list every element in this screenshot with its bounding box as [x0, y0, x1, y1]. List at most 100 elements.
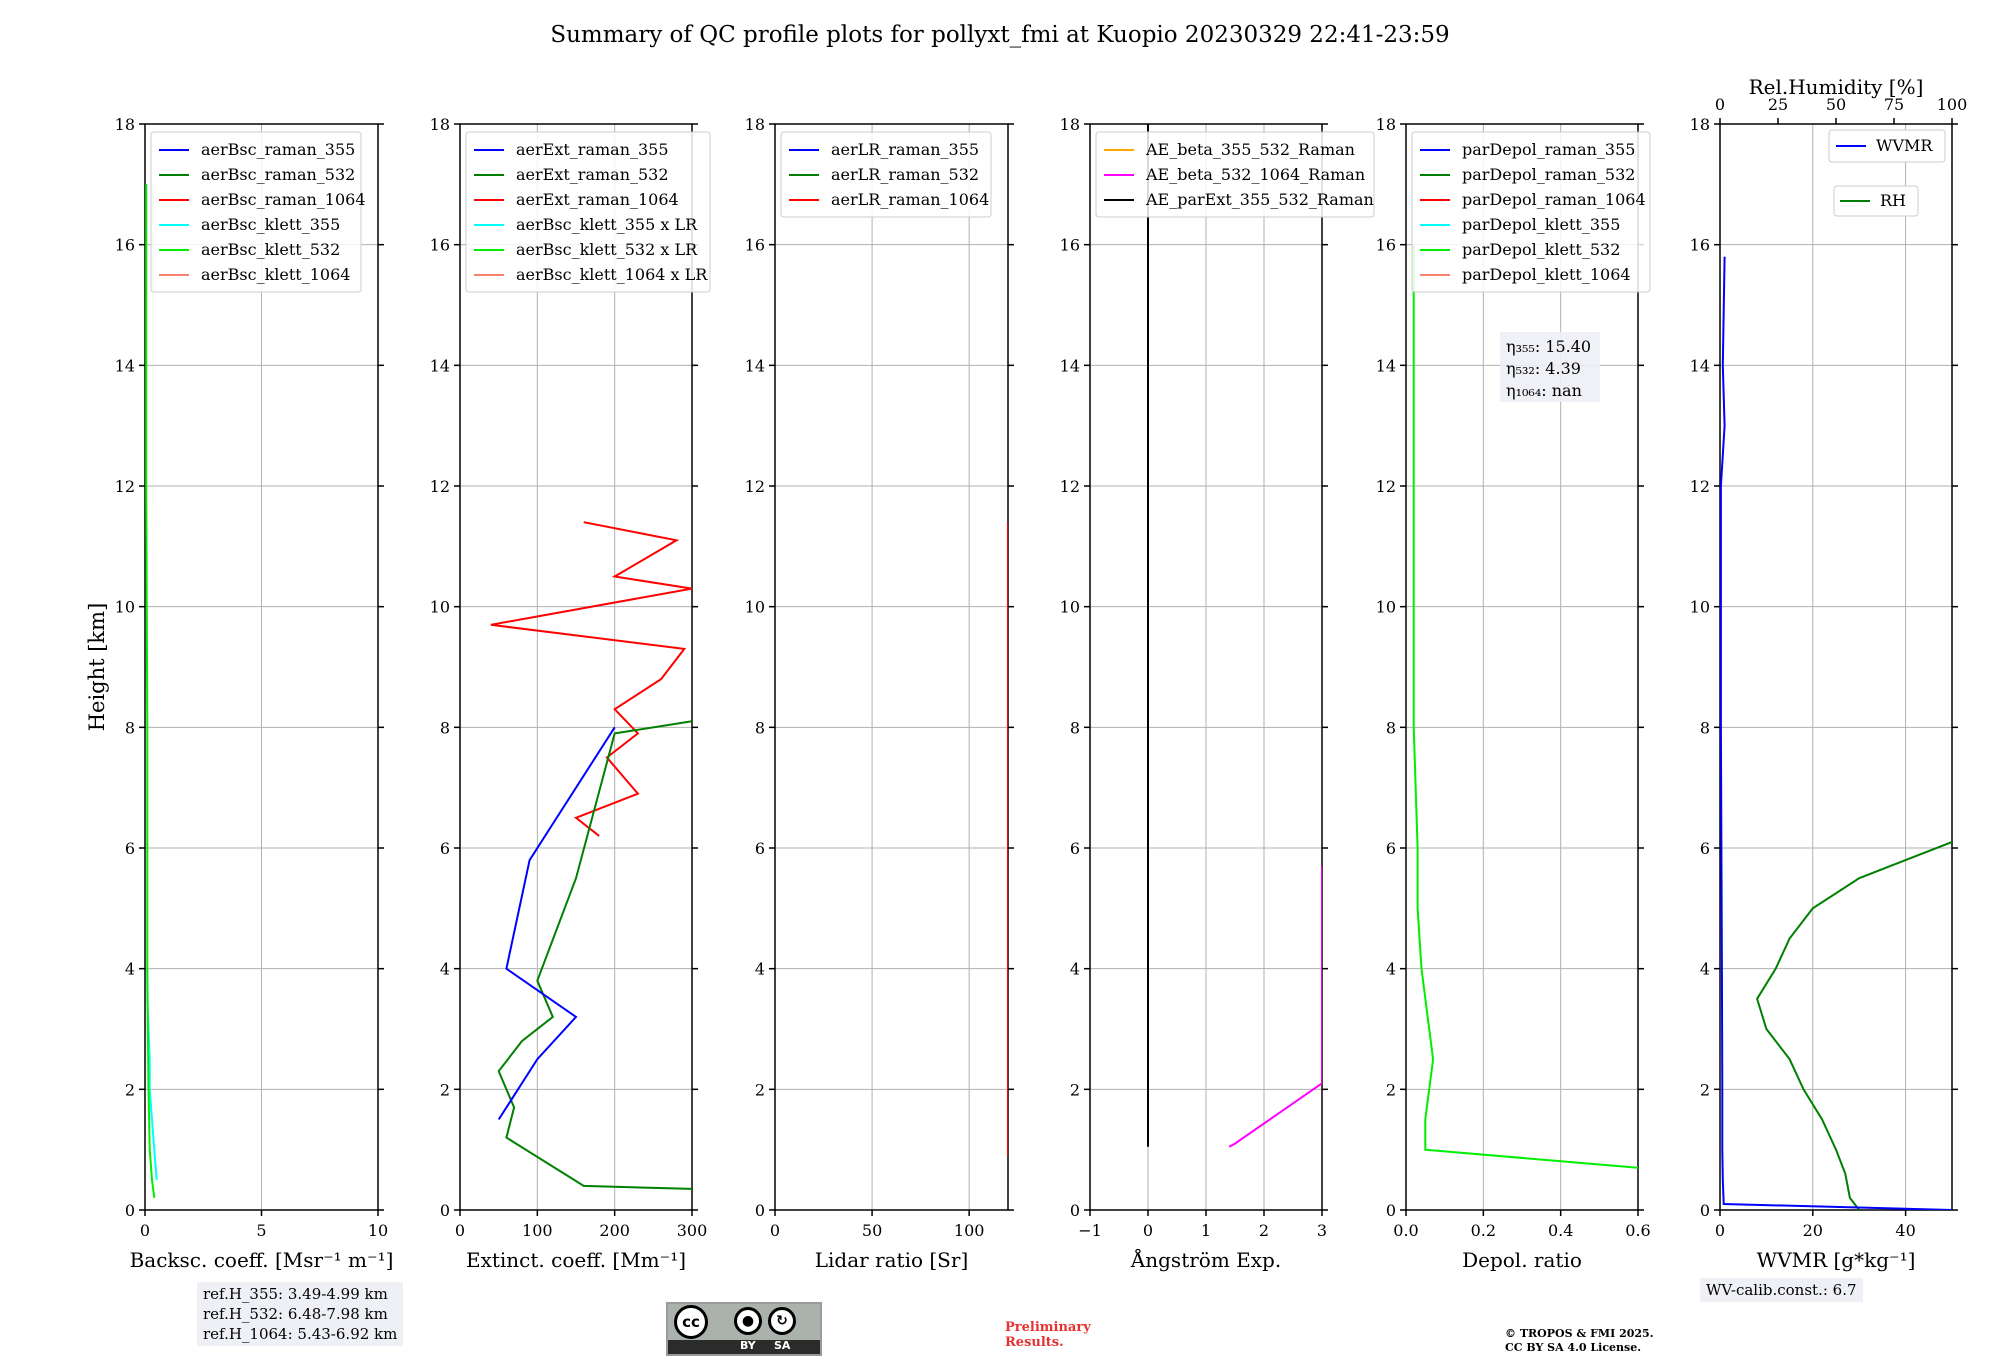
y-tick-label: 6: [1386, 839, 1396, 858]
legend-entry: parDepol_raman_532: [1462, 165, 1635, 184]
ref-heights-box: ref.H_355: 3.49-4.99 km ref.H_532: 6.48-…: [197, 1282, 404, 1346]
eta-label: η₁₀₆₄: nan: [1506, 381, 1582, 400]
legend-entry: parDepol_klett_532: [1462, 240, 1620, 259]
y-tick-label: 4: [1070, 960, 1080, 979]
x-axis-label: Extinct. coeff. [Mm⁻¹]: [466, 1248, 686, 1272]
y-tick-label: 2: [1386, 1080, 1396, 1099]
x-tick-label: 0: [455, 1221, 465, 1240]
y-tick-label: 0: [1070, 1201, 1080, 1220]
panel-1: 0 2 4 6 8 10 12 14 16 18 0 5 10 Backsc. coeff. [Msr⁻¹…: [115, 115, 394, 1272]
y-tick-label: 16: [1690, 236, 1710, 255]
y-tick-label: 10: [1376, 598, 1396, 617]
legend-entry: aerBsc_klett_1064 x LR: [516, 265, 708, 284]
x-tick-label: 0.2: [1471, 1221, 1496, 1240]
y-tick-label: 10: [1690, 598, 1710, 617]
wv-calib-box: WV-calib.const.: 6.7: [1700, 1278, 1863, 1302]
y-tick-label: 8: [1386, 718, 1396, 737]
y-tick-label: 2: [755, 1080, 765, 1099]
series-line: [1228, 866, 1322, 1148]
x-tick-label: 50: [862, 1221, 882, 1240]
legend-entry: aerBsc_klett_532 x LR: [516, 240, 698, 259]
legend-frame: [150, 131, 362, 293]
x2-tick-label: 25: [1768, 95, 1788, 114]
legend-entry: parDepol_klett_1064: [1462, 265, 1631, 284]
y-tick-label: 12: [430, 477, 450, 496]
y-tick-label: 12: [1376, 477, 1396, 496]
x-axis-label: Depol. ratio: [1462, 1248, 1582, 1272]
panel-2: 0 2 4 6 8 10 12 14 16 18 0 100 200 300 Extinct. coeff.…: [430, 115, 711, 1272]
legend: aerLR_raman_355 aerLR_raman_532 aerLR_rama…: [780, 131, 992, 218]
legend-entry: aerBsc_klett_1064: [201, 265, 350, 284]
eta-box: [1500, 332, 1600, 402]
legend-frame: [1833, 185, 1919, 217]
panel-5: 0 2 4 6 8 10 12 14 16 18 0.0 0.2 0.4 0.6 Depol. ratio p…: [1376, 115, 1651, 1272]
series-group: [145, 184, 158, 1199]
y-tick-label: 12: [1060, 477, 1080, 496]
legend: AE_beta_355_532_Raman AE_beta_532_1064_Ra…: [1095, 131, 1375, 218]
y-tick-label: 16: [1060, 236, 1080, 255]
series-line: [1756, 840, 1952, 1210]
panel-6: 0 2 4 6 8 10 12 14 16 18 0 20 40 WVMR [g*kg⁻¹] WVMR RH: [1690, 115, 1958, 1272]
x-axis-label: Ångström Exp.: [1130, 1247, 1281, 1272]
by-icon: ●: [734, 1307, 762, 1335]
y-tick-label: 4: [1700, 960, 1710, 979]
x-axis-label: WVMR [g*kg⁻¹]: [1757, 1248, 1916, 1272]
y-tick-label: 16: [430, 236, 450, 255]
x2-tick-label: 0: [1715, 95, 1725, 114]
x2-tick-label: 100: [1937, 95, 1968, 114]
y-tick-label: 0: [440, 1201, 450, 1220]
by-label: BY: [740, 1339, 756, 1352]
y-tick-label: 18: [430, 115, 450, 134]
legend-entry: parDepol_klett_355: [1462, 215, 1620, 234]
y-axis-label: Height [km]: [85, 603, 109, 732]
x-tick-label: 3: [1317, 1221, 1327, 1240]
y-tick-label: 6: [440, 839, 450, 858]
legend-entry: AE_beta_355_532_Raman: [1145, 140, 1355, 159]
y-tick-label: 4: [125, 960, 135, 979]
legend-entry: aerExt_raman_532: [516, 165, 669, 184]
y-tick-label: 8: [1700, 718, 1710, 737]
copyright-note: © TROPOS & FMI 2025. CC BY SA 4.0 Licens…: [1505, 1327, 1654, 1354]
y-tick-label: 10: [745, 598, 765, 617]
legend-entry: aerBsc_raman_532: [201, 165, 355, 184]
series-group: [1720, 256, 1952, 1210]
y-tick-label: 12: [745, 477, 765, 496]
y-tick-label: 18: [115, 115, 135, 134]
x-tick-label: 2: [1259, 1221, 1269, 1240]
x-axis-label: Lidar ratio [Sr]: [815, 1248, 969, 1272]
ref-height-532: ref.H_532: 6.48-7.98 km: [203, 1305, 388, 1323]
y-tick-label: 10: [115, 598, 135, 617]
y-tick-label: 6: [1070, 839, 1080, 858]
y-tick-label: 14: [1060, 356, 1080, 375]
axes-frame: [774, 123, 1009, 1211]
cc-icon: cc: [674, 1305, 708, 1339]
y-tick-label: 18: [745, 115, 765, 134]
y-tick-label: 16: [115, 236, 135, 255]
legend-entry: aerBsc_raman_1064: [201, 190, 366, 209]
legend-entry: AE_parExt_355_532_Raman: [1145, 190, 1374, 209]
legend-entry: parDepol_raman_1064: [1462, 190, 1646, 209]
legend-entry: AE_beta_532_1064_Raman: [1145, 165, 1365, 184]
legend-entry: aerLR_raman_355: [831, 140, 979, 159]
series-line: [1720, 256, 1952, 1210]
y-tick-label: 2: [125, 1080, 135, 1099]
y-tick-label: 0: [125, 1201, 135, 1220]
preliminary-note: Preliminary Results.: [1005, 1320, 1091, 1350]
legend-entry: aerExt_raman_1064: [516, 190, 679, 209]
x-tick-label: 0: [1143, 1221, 1153, 1240]
axes-frame: [1719, 123, 1953, 1211]
y-tick-label: 12: [1690, 477, 1710, 496]
y-tick-label: 2: [440, 1080, 450, 1099]
y-tick-label: 16: [1376, 236, 1396, 255]
x2-tick-label: 75: [1884, 95, 1904, 114]
x-tick-label: 0: [770, 1221, 780, 1240]
y-tick-label: 8: [125, 718, 135, 737]
y-tick-label: 12: [115, 477, 135, 496]
legend-frame: [780, 131, 992, 218]
y-tick-label: 8: [755, 718, 765, 737]
y-tick-label: 4: [755, 960, 765, 979]
y-tick-label: 2: [1070, 1080, 1080, 1099]
cc-license-badge: cc ● ↻ BY SA: [666, 1302, 822, 1356]
